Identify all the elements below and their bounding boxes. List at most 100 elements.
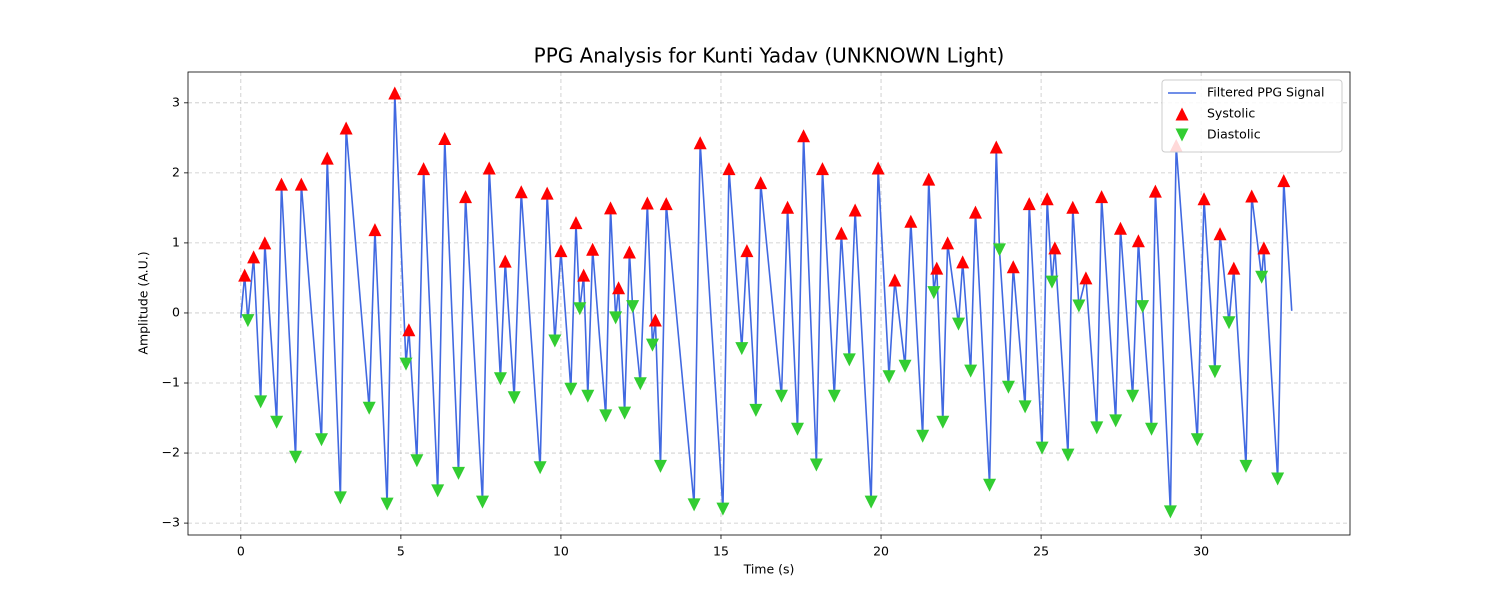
marker — [612, 281, 626, 295]
x-tick-label: 5 — [397, 544, 405, 559]
marker — [498, 254, 512, 268]
legend-box — [1161, 79, 1343, 153]
y-axis-label: Amplitude (A.U.) — [136, 251, 151, 354]
y-tick-label: 0 — [172, 304, 180, 319]
marker — [1190, 433, 1204, 447]
marker — [930, 261, 944, 275]
marker — [888, 273, 902, 287]
marker — [687, 498, 701, 512]
marker — [320, 151, 334, 165]
marker — [834, 226, 848, 240]
marker — [247, 250, 261, 264]
x-tick-label: 15 — [713, 544, 729, 559]
marker — [922, 172, 936, 186]
marker — [790, 422, 804, 436]
marker — [1126, 389, 1140, 403]
marker — [749, 403, 763, 417]
marker — [238, 268, 252, 282]
marker — [1109, 414, 1123, 428]
marker — [989, 140, 1003, 154]
marker — [573, 302, 587, 316]
marker — [659, 197, 673, 211]
x-tick-label: 20 — [873, 544, 889, 559]
marker — [294, 177, 308, 191]
marker — [952, 317, 966, 331]
marker — [1227, 261, 1241, 275]
chart-title: PPG Analysis for Kunti Yadav (UNKNOWN Li… — [534, 44, 1005, 68]
marker — [640, 196, 654, 210]
marker — [1208, 365, 1222, 379]
y-tick-label: −1 — [162, 375, 180, 390]
legend-marker — [1175, 128, 1189, 142]
marker — [431, 484, 445, 498]
marker — [626, 300, 640, 314]
y-tick-label: 2 — [172, 164, 180, 179]
plot-frame — [187, 71, 1351, 536]
marker — [1271, 472, 1285, 486]
marker — [622, 245, 636, 259]
marker — [459, 190, 473, 204]
marker — [774, 389, 788, 403]
marker — [1090, 421, 1104, 435]
marker — [1022, 197, 1036, 211]
legend-label: Filtered PPG Signal — [1207, 85, 1324, 100]
y-tick-label: 1 — [172, 234, 180, 249]
y-tick-label: −3 — [162, 515, 180, 530]
marker — [716, 502, 730, 516]
marker — [1257, 241, 1271, 255]
marker — [842, 353, 856, 367]
marker — [1040, 192, 1054, 206]
marker — [1066, 200, 1080, 214]
marker — [648, 313, 662, 327]
marker — [476, 495, 490, 509]
marker — [882, 370, 896, 384]
marker — [722, 162, 736, 176]
marker — [388, 86, 402, 100]
marker — [380, 497, 394, 511]
marker — [781, 200, 795, 214]
marker — [815, 162, 829, 176]
marker — [362, 401, 376, 415]
marker — [1163, 505, 1177, 519]
marker — [1213, 227, 1227, 241]
y-tick-label: 3 — [172, 94, 180, 109]
marker — [1061, 448, 1075, 462]
marker — [927, 286, 941, 300]
marker — [992, 243, 1006, 257]
marker — [482, 161, 496, 175]
marker — [1048, 241, 1062, 255]
marker — [1136, 300, 1150, 314]
marker — [797, 129, 811, 143]
marker — [438, 132, 452, 146]
marker — [410, 454, 424, 468]
marker — [577, 268, 591, 282]
marker — [618, 406, 632, 420]
marker — [983, 478, 997, 492]
marker — [936, 415, 950, 429]
marker — [569, 216, 583, 230]
marker — [554, 244, 568, 258]
y-tick-label: −2 — [162, 445, 180, 460]
marker — [1018, 400, 1032, 414]
signal-line — [240, 92, 1293, 513]
marker — [633, 377, 647, 391]
marker — [368, 223, 382, 237]
marker — [333, 491, 347, 505]
marker — [916, 429, 930, 443]
marker — [871, 161, 885, 175]
marker — [241, 314, 255, 328]
marker — [904, 214, 918, 228]
marker — [540, 186, 554, 200]
marker — [693, 136, 707, 150]
marker — [451, 466, 465, 480]
marker — [564, 382, 578, 396]
marker — [968, 205, 982, 219]
marker — [864, 495, 878, 509]
marker — [653, 459, 667, 473]
x-tick-label: 0 — [237, 544, 245, 559]
marker — [548, 334, 562, 348]
marker — [964, 364, 978, 378]
x-tick-label: 30 — [1193, 544, 1209, 559]
marker — [1079, 271, 1093, 285]
